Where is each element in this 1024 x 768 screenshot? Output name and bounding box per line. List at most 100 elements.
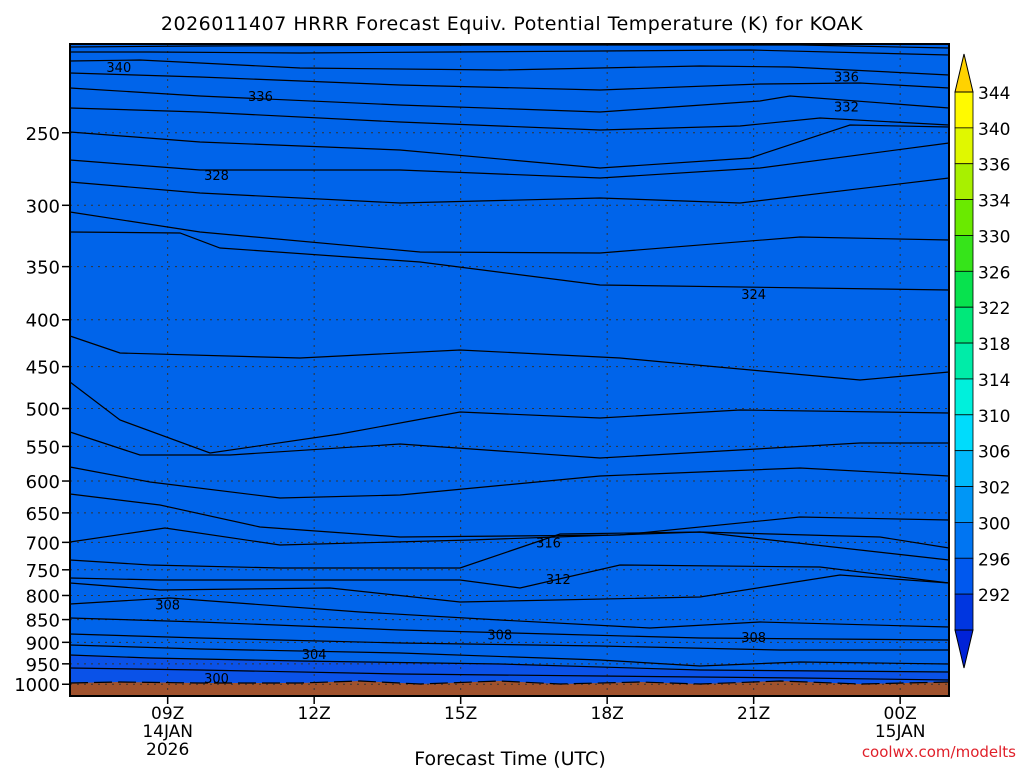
x-tick-label: 12Z (298, 704, 331, 724)
contour-line (69, 667, 950, 681)
colorbar-band (954, 486, 974, 523)
contour-line (69, 493, 950, 538)
x-tick-label: 15Z (444, 704, 477, 724)
svg-text:332: 332 (834, 100, 859, 115)
x-tick-label: 14JAN (142, 722, 193, 742)
x-tick-label: 18Z (591, 704, 624, 724)
colorbar-band (954, 557, 974, 595)
svg-text:304: 304 (302, 648, 327, 663)
y-tick-label: 250 (26, 124, 60, 145)
watermark-link[interactable]: coolwx.com/modelts (862, 743, 1016, 761)
colorbar-label: 292 (978, 586, 1010, 606)
colorbar-band (954, 522, 974, 559)
svg-text:340: 340 (106, 61, 131, 76)
x-tick-label: 00Z (884, 704, 917, 724)
y-tick-label: 850 (26, 611, 60, 632)
colorbar-label: 334 (978, 192, 1010, 212)
colorbar-extend-low (954, 629, 974, 669)
contour-line (69, 142, 950, 179)
contour-label: 308 (741, 631, 766, 646)
contour-lines (69, 44, 950, 685)
colorbar-band (954, 450, 974, 487)
colorbar-label: 340 (978, 120, 1010, 140)
contour-line (69, 231, 950, 291)
contour-line (69, 617, 950, 641)
ground-line (69, 680, 950, 685)
contour-line (69, 72, 950, 91)
chart-title: 2026011407 HRRR Forecast Equiv. Potentia… (161, 13, 863, 35)
contour-line (69, 654, 950, 673)
colorbar-band (954, 199, 974, 236)
ground-surface (70, 681, 949, 696)
svg-text:308: 308 (741, 631, 766, 646)
colorbar-label: 318 (978, 335, 1010, 355)
contour-line (69, 527, 950, 549)
colorbar-label: 326 (978, 263, 1010, 283)
contour-label: 304 (302, 648, 327, 663)
colorbar-label: 322 (978, 299, 1010, 319)
fill-band-300-302 (70, 44, 949, 672)
svg-text:324: 324 (741, 288, 766, 303)
contour-line (69, 574, 950, 603)
contour-label: 308 (155, 598, 180, 613)
svg-text:336: 336 (834, 70, 859, 85)
contour-line (69, 211, 950, 254)
contour-line (69, 335, 950, 381)
contour-label: 312 (546, 573, 571, 588)
colorbar-label: 296 (978, 550, 1010, 570)
contour-line (69, 177, 950, 204)
x-tick-label: 2026 (146, 740, 189, 760)
contour-label: 332 (834, 100, 859, 115)
colorbar-band (954, 235, 974, 272)
svg-text:336: 336 (248, 90, 273, 105)
colorbar-band (954, 306, 974, 344)
contour-line (69, 531, 950, 569)
x-tick-label: 09Z (151, 704, 184, 724)
colorbar-band (954, 378, 974, 416)
svg-text:300: 300 (204, 672, 229, 687)
contour-label: 316 (536, 536, 561, 551)
contour-line (69, 564, 950, 589)
colorbar-label: 310 (978, 407, 1010, 427)
svg-text:308: 308 (487, 628, 512, 643)
contour-line (69, 597, 950, 629)
contour-label: 340 (106, 61, 131, 76)
y-tick-label: 700 (26, 533, 60, 554)
contour-line (69, 633, 949, 651)
colorbar-band (954, 163, 974, 201)
colorbar-label: 306 (978, 443, 1010, 463)
x-tick-label: 15JAN (875, 722, 926, 742)
colorbar-label: 300 (978, 514, 1010, 534)
contour-line (69, 87, 950, 113)
y-tick-label: 950 (26, 655, 60, 676)
x-axis-label: Forecast Time (UTC) (414, 748, 605, 768)
contour-line (70, 49, 950, 56)
contour-label: 308 (487, 628, 512, 643)
colorbar-band (954, 593, 974, 631)
y-tick-label: 900 (26, 633, 60, 654)
y-tick-label: 400 (26, 311, 60, 332)
svg-text:308: 308 (155, 598, 180, 613)
y-tick-label: 450 (26, 358, 60, 379)
contour-labels: 340 336 336 332 328 324 316 312 308 308 308 304 300 (106, 61, 859, 687)
y-tick-label: 500 (26, 400, 60, 421)
contour-label: 300 (204, 672, 229, 687)
y-tick-label: 600 (26, 472, 60, 493)
svg-text:328: 328 (204, 169, 229, 184)
svg-text:312: 312 (546, 573, 571, 588)
contour-line (69, 107, 950, 131)
y-tick-label: 750 (26, 561, 60, 582)
y-tick-label: 300 (26, 196, 60, 217)
contour-line (69, 466, 950, 499)
colorbar-band (954, 127, 974, 165)
y-tick-label: 550 (26, 437, 60, 458)
contour-label: 336 (834, 70, 859, 85)
contour-line (69, 644, 950, 667)
colorbar-label: 330 (978, 227, 1010, 247)
colorbar-label: 314 (978, 371, 1010, 391)
colorbar: 344 340 336 334 330 326 322 318 314 310 306 302 300 2… (954, 53, 1010, 669)
y-tick-label: 650 (26, 504, 60, 525)
contour-label: 336 (248, 90, 273, 105)
